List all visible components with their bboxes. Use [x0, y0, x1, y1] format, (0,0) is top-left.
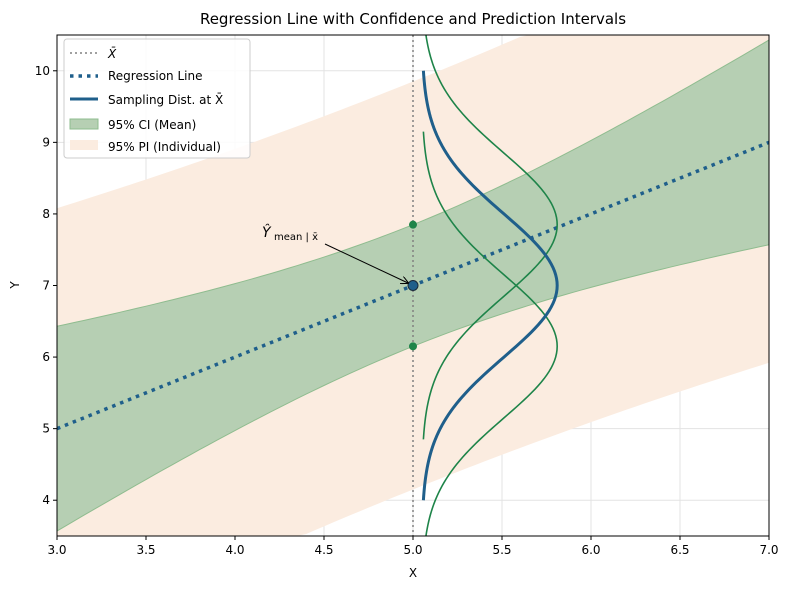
y-tick-label: 6: [42, 350, 50, 364]
ci-point: [409, 220, 417, 229]
y-tick-label: 8: [42, 207, 50, 221]
legend-label: Regression Line: [108, 69, 202, 83]
legend-swatch-ci: [69, 118, 99, 130]
ticks: 3.0 3.5 4.0 4.5 5.0 5.5 6.0 6.5 7.0 4 5 6 7 8 9 10: [35, 64, 779, 557]
x-tick-label: 6.0: [581, 543, 600, 557]
x-tick-label: 5.5: [492, 543, 511, 557]
y-axis-label: Y: [8, 281, 22, 290]
annotation-text: Ŷ: [262, 223, 272, 241]
annotation: Ŷ mean | x̄: [262, 223, 408, 283]
sampling-curve-ci: [422, 35, 558, 440]
sampling-curve-ci: [422, 131, 558, 536]
plot-area: [57, 35, 769, 536]
annotation-subscript: mean | x̄: [274, 232, 318, 243]
legend-swatch-pi: [70, 140, 98, 150]
x-tick-label: 7.0: [759, 543, 778, 557]
y-tick-label: 10: [35, 64, 50, 78]
legend: X̄ Regression Line Sampling Dist. at X̄ …: [63, 38, 251, 159]
chart-title: Regression Line with Confidence and Pred…: [200, 10, 626, 28]
sampling-curve-mean: [421, 70, 559, 501]
x-tick-label: 5.0: [403, 543, 422, 557]
x-tick-label: 4.5: [314, 543, 333, 557]
legend-label: 95% CI (Mean): [108, 118, 196, 132]
annotation-arrow: [324, 243, 408, 283]
mean-point: [407, 280, 419, 291]
ci-point: [409, 342, 417, 351]
legend-label: Sampling Dist. at X̄: [108, 93, 223, 107]
x-tick-label: 6.5: [670, 543, 689, 557]
y-tick-label: 5: [42, 422, 50, 436]
x-tick-label: 4.0: [225, 543, 244, 557]
x-tick-label: 3.0: [47, 543, 66, 557]
y-tick-label: 7: [42, 279, 50, 293]
legend-box: [63, 38, 251, 159]
y-tick-label: 9: [42, 135, 50, 149]
legend-label: 95% PI (Individual): [108, 140, 221, 154]
x-tick-label: 3.5: [136, 543, 155, 557]
y-tick-label: 4: [42, 493, 50, 507]
legend-label: X̄: [107, 47, 117, 61]
x-axis-label: X: [409, 566, 417, 580]
